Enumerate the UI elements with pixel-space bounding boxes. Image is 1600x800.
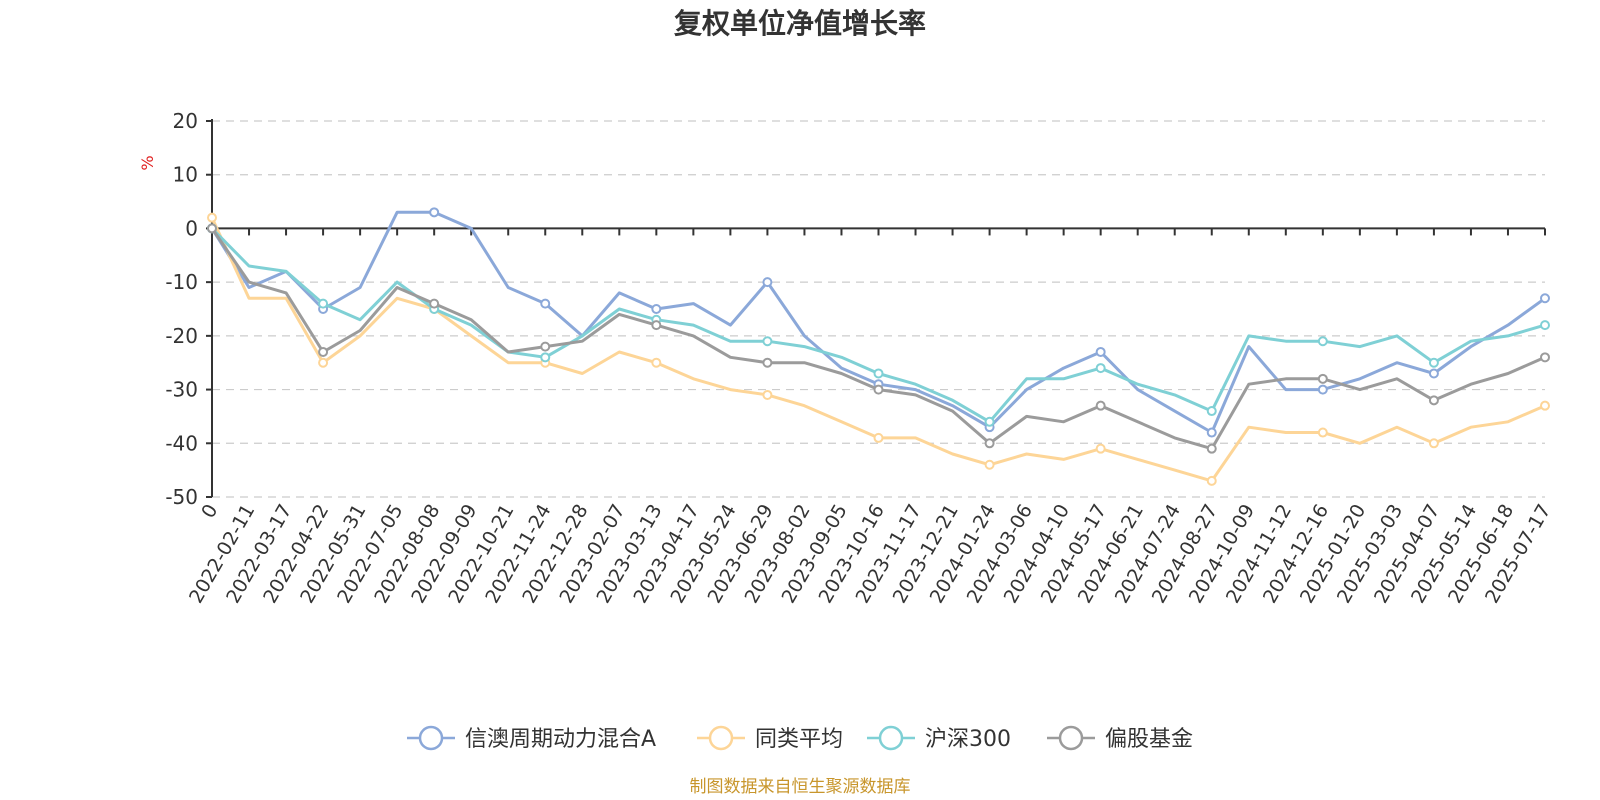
series-2 <box>207 212 1550 486</box>
y-tick-label: 10 <box>173 163 198 187</box>
data-point <box>873 432 884 443</box>
legend[interactable]: 信澳周期动力混合A 同类平均 沪深300 偏股基金 <box>407 725 1193 752</box>
data-point <box>1206 427 1217 438</box>
series-1 <box>207 207 1550 438</box>
x-tick-label: 0 <box>197 501 222 522</box>
y-tick-label: 20 <box>173 109 198 133</box>
y-axis-unit: % <box>138 155 157 170</box>
data-point <box>762 357 773 368</box>
y-tick-label: -20 <box>165 324 198 348</box>
data-point <box>984 416 995 427</box>
data-point <box>651 357 662 368</box>
y-tick-label: -50 <box>165 485 198 509</box>
series-3 <box>207 223 1550 427</box>
data-point <box>1095 443 1106 454</box>
data-point <box>429 207 440 218</box>
data-point <box>1206 443 1217 454</box>
legend-marker <box>1058 725 1084 751</box>
data-point <box>762 336 773 347</box>
data-point <box>1317 384 1328 395</box>
data-point <box>540 298 551 309</box>
data-point <box>318 346 329 357</box>
y-tick-label: -30 <box>165 378 198 402</box>
legend-marker <box>418 725 444 751</box>
source-note: 制图数据来自恒生聚源数据库 <box>690 777 911 797</box>
series-line <box>210 210 1546 434</box>
y-tick-label: -40 <box>165 431 198 455</box>
data-point <box>1428 357 1439 368</box>
series-lines <box>207 207 1550 486</box>
data-point <box>207 212 217 223</box>
data-point <box>1428 368 1439 379</box>
data-point <box>762 277 773 288</box>
data-point <box>984 438 995 449</box>
data-point <box>762 389 773 400</box>
data-point <box>429 298 440 309</box>
data-point <box>1317 336 1328 347</box>
data-point <box>1428 395 1439 406</box>
data-point <box>1540 352 1550 363</box>
data-point <box>540 352 551 363</box>
data-point <box>1317 373 1328 384</box>
legend-label: 同类平均 <box>755 727 843 752</box>
data-point <box>1540 293 1550 304</box>
data-point <box>1317 427 1328 438</box>
data-point <box>1095 363 1106 374</box>
data-point <box>873 368 884 379</box>
chart-title: 复权单位净值增长率 <box>674 7 926 40</box>
legend-label: 沪深300 <box>925 727 1011 752</box>
data-point <box>1095 400 1106 411</box>
axes: 20100-10-20-30-40-5002022-02-112022-03-1… <box>165 109 1555 607</box>
series-line <box>210 227 1546 451</box>
data-point <box>318 357 329 368</box>
y-tick-label: -10 <box>165 270 198 294</box>
legend-item[interactable]: 沪深300 <box>867 725 1011 752</box>
data-point <box>651 320 662 331</box>
data-point <box>1206 475 1217 486</box>
data-point <box>207 223 217 234</box>
data-point <box>1540 400 1550 411</box>
legend-marker <box>878 725 904 751</box>
series-4 <box>207 223 1550 454</box>
legend-item[interactable]: 同类平均 <box>697 725 843 752</box>
data-point <box>984 459 995 470</box>
legend-item[interactable]: 偏股基金 <box>1047 725 1193 752</box>
y-tick-label: 0 <box>185 216 198 240</box>
data-point <box>318 298 329 309</box>
data-point <box>540 341 551 352</box>
data-point <box>1540 320 1550 331</box>
data-point <box>1206 406 1217 417</box>
legend-label: 信澳周期动力混合A <box>465 727 656 752</box>
data-point <box>1095 346 1106 357</box>
legend-label: 偏股基金 <box>1105 727 1193 752</box>
legend-marker <box>708 725 734 751</box>
data-point <box>651 304 662 314</box>
data-point <box>873 384 884 395</box>
data-point <box>1428 438 1439 449</box>
legend-item[interactable]: 信澳周期动力混合A <box>407 725 656 752</box>
